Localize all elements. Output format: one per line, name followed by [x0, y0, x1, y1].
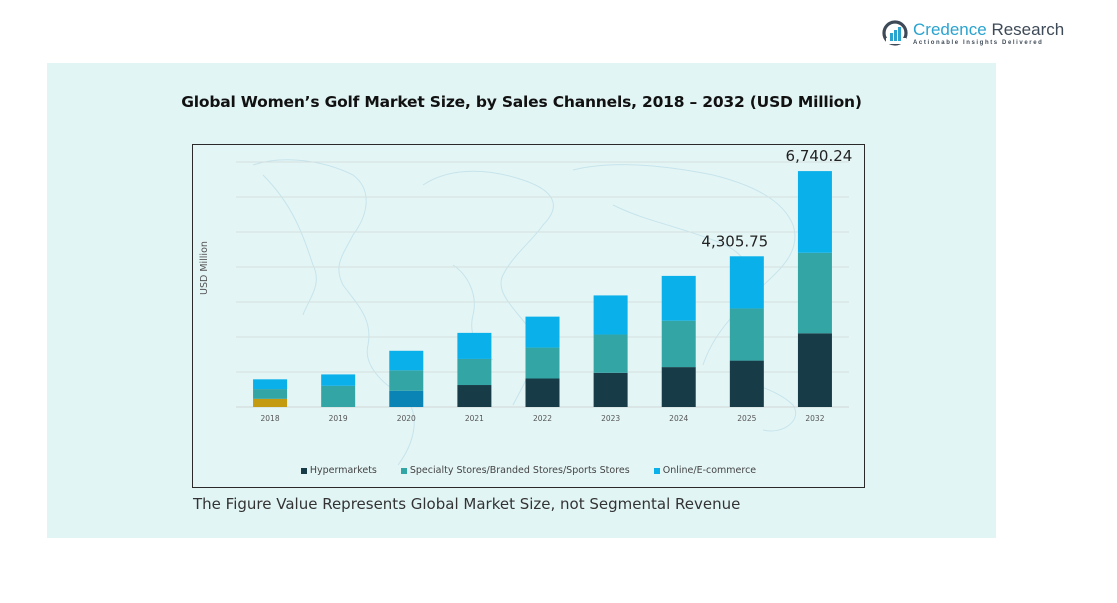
- x-tick-label: 2025: [737, 414, 756, 423]
- bar-segment-2023-specialty-stores: [593, 334, 628, 373]
- bar-segment-2020-online: [389, 350, 424, 371]
- bar-segment-2025-hypermarkets: [729, 360, 764, 407]
- bar-segment-2021-online: [457, 332, 492, 359]
- bar-segment-2032-online: [797, 171, 832, 253]
- bar-segment-2024-specialty-stores: [661, 320, 696, 368]
- brand-name: Credence Research: [913, 19, 1065, 39]
- data-label-2025: 4,305.75: [701, 232, 768, 250]
- bar-segment-2025-online: [729, 256, 764, 309]
- bar-segment-2032-hypermarkets: [797, 333, 832, 407]
- bar-segment-2022-online: [525, 316, 560, 348]
- bar-segment-2018-hypermarkets: [253, 398, 288, 407]
- bars: [253, 171, 832, 407]
- brand-tagline: Actionable Insights Delivered: [913, 39, 1044, 46]
- legend-label: Specialty Stores/Branded Stores/Sports S…: [409, 465, 630, 476]
- x-tick-label: 2019: [329, 414, 348, 423]
- bar-segment-2019-online: [321, 374, 356, 386]
- legend-item-online: Online/E-commerce: [653, 465, 757, 476]
- bar-segment-2024-online: [661, 275, 696, 321]
- bar-segment-2024-hypermarkets: [661, 367, 696, 407]
- bar-segment-2022-specialty-stores: [525, 347, 560, 379]
- x-tick-label: 2022: [533, 414, 552, 423]
- y-axis-label: USD Million: [199, 241, 210, 295]
- bar-segment-2020-specialty-stores: [389, 370, 424, 391]
- chart-title: Global Women’s Golf Market Size, by Sale…: [181, 93, 862, 111]
- bar-segment-2018-online: [253, 379, 288, 390]
- legend-swatch-hypermarkets: [300, 467, 307, 474]
- data-label-2032: 6,740.24: [786, 147, 853, 165]
- x-tick-label: 2023: [601, 414, 620, 423]
- legend-item-specialty: Specialty Stores/Branded Stores/Sports S…: [400, 465, 630, 476]
- x-tick-label: 2018: [261, 414, 280, 423]
- bar-segment-2021-hypermarkets: [457, 385, 492, 407]
- bar-chart-circle-logo-icon: [882, 20, 908, 46]
- bar-segment-2020-hypermarkets: [389, 390, 424, 407]
- legend-swatch-online: [653, 467, 660, 474]
- bar-segment-2021-specialty-stores: [457, 358, 492, 386]
- brand-logo: Credence Research Actionable Insights De…: [882, 20, 1064, 46]
- x-tick-label: 2020: [397, 414, 416, 423]
- bar-segment-2019-specialty-stores: [321, 385, 356, 407]
- data-annotations: 4,305.75 6,740.24: [701, 147, 852, 250]
- x-tick-label: 2032: [805, 414, 824, 423]
- x-tick-label: 2021: [465, 414, 484, 423]
- x-axis-labels: 2018 2019 2020 2021 2022 2023 2024 2025 2032: [261, 414, 825, 423]
- bar-segment-2025-specialty-stores: [729, 308, 764, 361]
- legend-label: Hypermarkets: [309, 465, 377, 476]
- legend-item-hypermarkets: Hypermarkets: [300, 465, 377, 476]
- bar-segment-2032-specialty-stores: [797, 252, 832, 334]
- bar-segment-2022-hypermarkets: [525, 378, 560, 407]
- bar-segment-2023-online: [593, 295, 628, 335]
- chart-legend: Hypermarkets Specialty Stores/Branded St…: [193, 465, 864, 476]
- chart-area: 2018 2019 2020 2021 2022 2023 2024 2025 2032 4,3…: [192, 144, 865, 488]
- bar-segment-2023-hypermarkets: [593, 372, 628, 407]
- legend-swatch-specialty: [400, 467, 407, 474]
- chart-panel: Global Women’s Golf Market Size, by Sale…: [47, 63, 996, 538]
- footnote: The Figure Value Represents Global Marke…: [193, 495, 741, 513]
- x-tick-label: 2024: [669, 414, 688, 423]
- chart-svg: 2018 2019 2020 2021 2022 2023 2024 2025 2032 4,3…: [236, 147, 852, 466]
- legend-label: Online/E-commerce: [662, 465, 757, 476]
- bar-segment-2018-specialty-stores: [253, 389, 288, 399]
